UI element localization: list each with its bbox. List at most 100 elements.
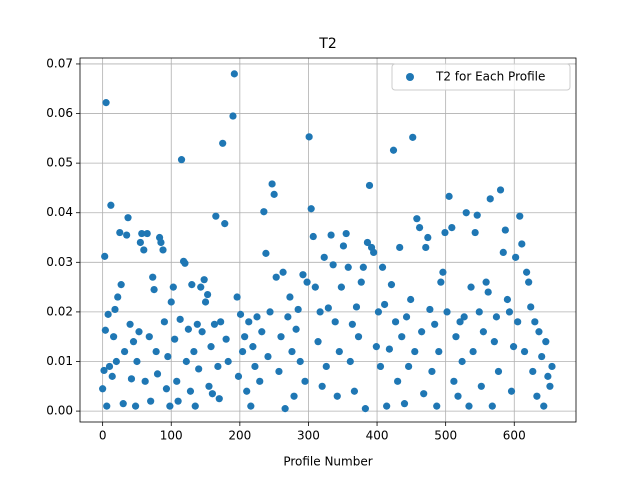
point bbox=[527, 303, 535, 311]
point bbox=[214, 362, 222, 371]
point bbox=[127, 375, 136, 383]
point bbox=[241, 333, 249, 341]
point bbox=[253, 313, 261, 321]
point bbox=[477, 382, 485, 390]
point bbox=[288, 347, 296, 356]
point bbox=[465, 402, 473, 410]
point bbox=[458, 357, 466, 366]
y-tick-label: 0.07 bbox=[46, 56, 73, 70]
point bbox=[107, 201, 115, 209]
point bbox=[439, 268, 447, 276]
points bbox=[99, 70, 556, 413]
point bbox=[159, 246, 167, 254]
point bbox=[292, 325, 300, 333]
point bbox=[286, 293, 294, 301]
point bbox=[540, 402, 548, 410]
point bbox=[505, 308, 514, 316]
point bbox=[324, 304, 332, 312]
point bbox=[486, 195, 494, 203]
y-tick-label: 0.05 bbox=[46, 156, 73, 170]
point bbox=[157, 238, 165, 247]
point bbox=[329, 261, 337, 269]
point bbox=[173, 377, 181, 385]
point bbox=[140, 246, 148, 254]
point bbox=[380, 300, 389, 309]
point bbox=[108, 372, 116, 380]
point bbox=[418, 328, 426, 336]
point bbox=[331, 318, 339, 326]
point bbox=[181, 259, 189, 267]
point bbox=[431, 320, 439, 328]
x-tick-label: 100 bbox=[160, 429, 183, 443]
point bbox=[499, 248, 507, 256]
point bbox=[123, 231, 131, 239]
point bbox=[361, 405, 369, 413]
point bbox=[546, 382, 554, 390]
x-tick-label: 0 bbox=[99, 429, 107, 443]
point bbox=[234, 372, 243, 380]
point bbox=[482, 278, 490, 286]
point bbox=[424, 233, 432, 242]
point bbox=[407, 295, 415, 304]
point bbox=[126, 320, 134, 328]
point bbox=[385, 345, 393, 353]
x-tick-label: 300 bbox=[297, 429, 320, 443]
point bbox=[229, 112, 237, 120]
point bbox=[448, 224, 456, 232]
point bbox=[138, 229, 146, 238]
point bbox=[219, 139, 227, 147]
point bbox=[129, 338, 138, 346]
point bbox=[548, 362, 556, 371]
point bbox=[217, 318, 225, 326]
point bbox=[268, 180, 276, 188]
point bbox=[327, 231, 335, 239]
point bbox=[337, 283, 345, 291]
y-tick-label: 0.00 bbox=[46, 404, 73, 418]
point bbox=[256, 377, 264, 385]
point bbox=[475, 308, 483, 316]
point bbox=[190, 347, 198, 356]
point bbox=[365, 181, 374, 190]
point bbox=[450, 377, 458, 385]
point bbox=[119, 400, 127, 408]
point bbox=[247, 402, 255, 410]
point bbox=[195, 365, 203, 373]
point bbox=[441, 228, 449, 237]
point bbox=[233, 293, 241, 301]
point bbox=[249, 343, 257, 351]
point bbox=[311, 283, 319, 291]
point bbox=[309, 232, 317, 241]
point bbox=[359, 263, 367, 271]
point bbox=[272, 273, 280, 281]
point bbox=[305, 133, 313, 141]
point bbox=[456, 318, 464, 326]
point bbox=[333, 392, 341, 400]
point bbox=[314, 338, 322, 346]
point bbox=[112, 357, 120, 366]
point bbox=[389, 146, 398, 154]
point bbox=[164, 352, 172, 361]
point bbox=[354, 333, 363, 341]
point bbox=[433, 402, 441, 410]
y-tick-label: 0.03 bbox=[46, 255, 73, 269]
point bbox=[452, 333, 460, 341]
point bbox=[166, 402, 174, 410]
point bbox=[422, 243, 430, 252]
point bbox=[262, 249, 270, 257]
point bbox=[296, 357, 304, 366]
point bbox=[152, 347, 160, 356]
plot-frame bbox=[79, 57, 577, 423]
point bbox=[141, 377, 149, 385]
point bbox=[350, 387, 359, 395]
point bbox=[473, 211, 481, 219]
point bbox=[105, 362, 114, 371]
point bbox=[374, 308, 383, 316]
point bbox=[101, 252, 109, 260]
point bbox=[409, 133, 417, 141]
point bbox=[153, 370, 162, 378]
point bbox=[143, 229, 151, 238]
point bbox=[415, 224, 424, 232]
point bbox=[372, 343, 380, 351]
point bbox=[281, 405, 289, 413]
point bbox=[160, 318, 168, 326]
